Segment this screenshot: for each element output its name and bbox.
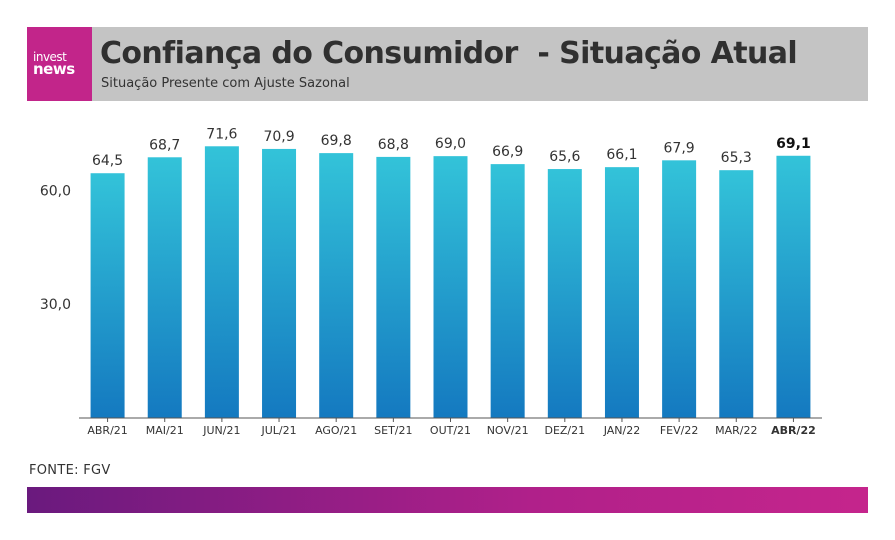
value-label: 69,1 (776, 136, 811, 152)
source-note: FONTE: FGV (29, 463, 111, 478)
value-label: 68,7 (149, 137, 180, 153)
value-label: 69,0 (435, 136, 466, 152)
value-label: 71,6 (206, 126, 237, 142)
x-tick-label: AGO/21 (315, 424, 357, 437)
value-label: 66,9 (492, 144, 523, 160)
value-label: 64,5 (92, 153, 123, 169)
x-axis: ABR/21 MAI/21 JUN/21 JUL/21 AGO/21 SET/21 OUT/… (79, 417, 822, 437)
x-tick-label: JAN/22 (603, 424, 641, 437)
bar-dez-21 (547, 169, 582, 418)
x-tick-label: JUN/21 (202, 424, 240, 437)
bar-abr-21 (90, 173, 125, 418)
bar-fev-22 (662, 160, 697, 418)
value-label: 65,3 (721, 150, 752, 166)
logo-text-top: invest (33, 50, 67, 64)
logo-text-bottom: news (33, 60, 75, 78)
x-tick-label: SET/21 (374, 424, 412, 437)
bar-nov-21 (490, 164, 525, 418)
bar-mai-21 (147, 157, 182, 418)
bar-mar-22 (719, 170, 754, 418)
x-tick-label: DEZ/21 (544, 424, 585, 437)
chart-subtitle: Situação Presente com Ajuste Sazonal (101, 76, 350, 91)
x-tick-label: JUL/21 (260, 424, 296, 437)
chart-title: Confiança do Consumidor - Situação Atual (100, 36, 798, 71)
x-tick-label: OUT/21 (430, 424, 471, 437)
bar-set-21 (376, 156, 411, 419)
x-tick-label: MAI/21 (146, 424, 184, 437)
value-labels-layer: 64,5 68,7 71,6 70,9 69,8 68,8 69,0 66,9 65,6 66,1… (92, 126, 811, 169)
brand-logo: invest news (27, 27, 92, 101)
bar-jun-21 (204, 146, 239, 418)
value-label: 67,9 (664, 140, 695, 156)
x-tick-label: NOV/21 (487, 424, 529, 437)
footer-gradient-bar (27, 487, 868, 513)
value-label: 65,6 (549, 149, 580, 165)
x-tick-label: ABR/21 (87, 424, 127, 437)
x-tick-label: MAR/22 (715, 424, 757, 437)
value-label: 66,1 (606, 147, 637, 163)
bar-out-21 (433, 156, 468, 418)
bars-layer (90, 146, 811, 419)
bar-ago-21 (319, 153, 354, 418)
y-axis: 30,0 60,0 (40, 183, 71, 313)
value-label: 69,8 (321, 133, 352, 149)
y-tick-label: 60,0 (40, 183, 71, 199)
value-label: 68,8 (378, 137, 409, 153)
x-tick-label: ABR/22 (771, 424, 816, 437)
header-band: invest news Confiança do Consumidor - Si… (27, 27, 868, 101)
value-label: 70,9 (263, 129, 294, 145)
bar-jan-22 (604, 167, 639, 418)
x-tick-label: FEV/22 (660, 424, 699, 437)
bar-abr-22 (776, 155, 811, 418)
y-tick-label: 30,0 (40, 297, 71, 313)
bar-jul-21 (262, 148, 297, 418)
